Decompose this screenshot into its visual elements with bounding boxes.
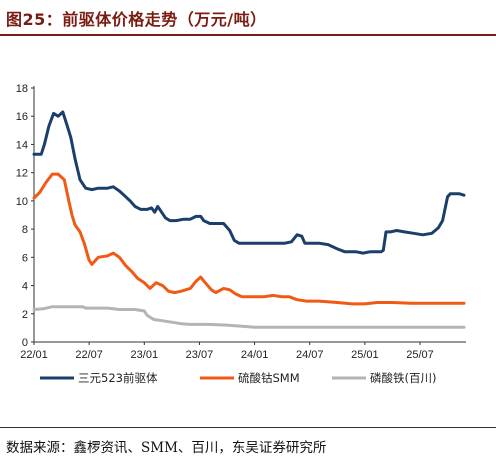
series-line-1 [32, 110, 466, 255]
y-tick-label: 10 [16, 196, 28, 208]
plot-area: 0 2 4 6 8 10 12 14 16 18 22/01 22/07 23/01 23/07 24/01… [16, 83, 466, 385]
y-tick-label: 18 [16, 83, 28, 95]
source-divider [0, 427, 496, 428]
x-tick-label: 22/01 [20, 349, 48, 361]
source-note: 数据来源：鑫椤资讯、SMM、百川，东吴证券研究所 [6, 440, 327, 456]
y-tick-label: 14 [16, 139, 28, 151]
figure-title: 图25：前驱体价格走势（万元/吨） [6, 10, 267, 29]
y-tick-label: 16 [16, 111, 28, 123]
x-tick-label: 25/07 [406, 349, 434, 361]
x-tick-label: 23/01 [131, 349, 159, 361]
title-divider [0, 34, 496, 36]
y-tick-label: 8 [22, 224, 28, 236]
x-tick-label: 22/07 [75, 349, 103, 361]
legend-label-1: 三元523前驱体 [78, 371, 158, 385]
y-tick-label: 0 [22, 337, 28, 349]
y-tick-label: 2 [22, 309, 28, 321]
x-tick-label: 24/07 [296, 349, 324, 361]
legend-label-3: 磷酸铁(百川) [370, 371, 436, 385]
y-tick-label: 6 [22, 252, 28, 264]
series-line-2 [32, 172, 466, 306]
x-tick-label: 24/01 [241, 349, 269, 361]
y-tick-label: 12 [16, 168, 28, 180]
x-tick-label: 23/07 [186, 349, 214, 361]
series-line-3 [32, 305, 466, 329]
y-tick-label: 4 [22, 281, 28, 293]
x-tick-label: 25/01 [351, 349, 379, 361]
legend-label-2: 硫酸钴SMM [238, 371, 300, 385]
